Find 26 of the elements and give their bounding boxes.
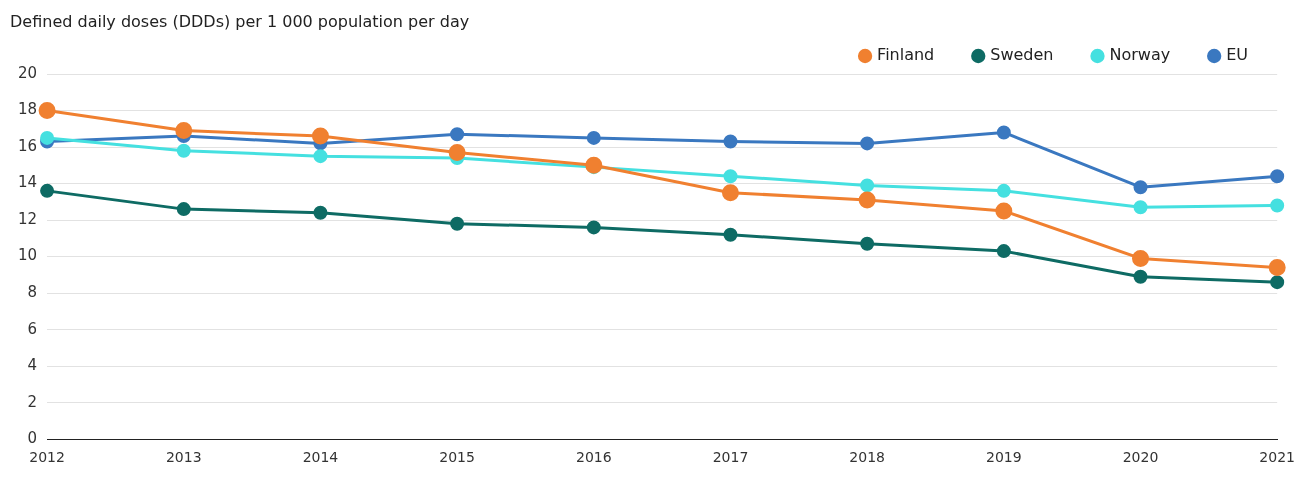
legend-label: Sweden: [990, 45, 1054, 65]
x-tick-label: 2017: [712, 449, 749, 466]
y-tick-label: 2: [27, 392, 38, 411]
x-tick-label: 2015: [439, 449, 475, 466]
y-tick-label: 20: [17, 63, 38, 82]
x-tick-label: 2016: [575, 449, 612, 466]
x-tick-label: 2019: [986, 449, 1022, 466]
x-tick-label: 2014: [302, 449, 339, 466]
x-tick-label: 2020: [1122, 449, 1159, 466]
y-tick-label: 16: [17, 136, 38, 155]
y-tick-label: 4: [27, 356, 38, 375]
legend-label: Finland: [877, 45, 935, 65]
legend-label: EU: [1226, 45, 1249, 65]
x-tick-label: 2021: [1259, 449, 1296, 466]
y-tick-label: 0: [27, 429, 38, 448]
y-tick-label: 18: [17, 100, 38, 119]
y-tick-label: 6: [27, 319, 38, 338]
y-tick-label: 8: [27, 283, 38, 302]
y-tick-label: 10: [17, 246, 38, 265]
x-tick-label: 2013: [165, 449, 202, 466]
x-tick-label: 2018: [849, 449, 885, 466]
y-tick-label: 14: [17, 173, 38, 192]
y-tick-label: 12: [17, 209, 38, 228]
y-axis-title: Defined daily doses (DDDs) per 1 000 population per day: [10, 12, 470, 31]
legend-label: Norway: [1109, 45, 1171, 65]
x-tick-label: 2012: [29, 449, 65, 466]
